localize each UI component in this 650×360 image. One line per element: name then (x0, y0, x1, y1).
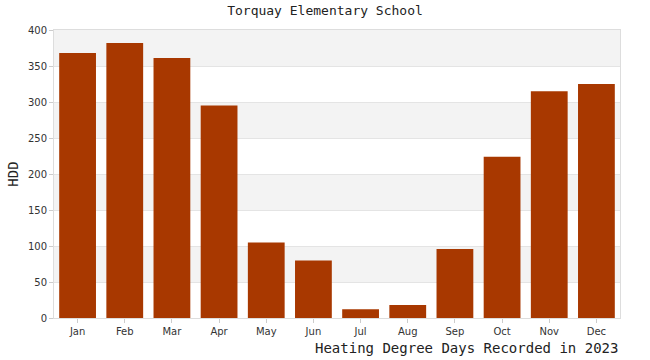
svg-text:400: 400 (28, 25, 47, 36)
svg-text:250: 250 (28, 133, 47, 144)
svg-text:Heating Degree Days Recorded i: Heating Degree Days Recorded in 2023 (315, 340, 618, 356)
svg-text:Apr: Apr (210, 326, 228, 337)
svg-text:Nov: Nov (539, 326, 559, 337)
svg-text:Torquay Elementary School: Torquay Elementary School (227, 3, 423, 18)
svg-text:Jan: Jan (69, 326, 85, 337)
svg-text:300: 300 (28, 97, 47, 108)
svg-text:350: 350 (28, 61, 47, 72)
svg-text:0: 0 (41, 313, 47, 324)
svg-text:Jun: Jun (305, 326, 322, 337)
svg-text:200: 200 (28, 169, 47, 180)
svg-text:Dec: Dec (587, 326, 606, 337)
svg-text:Oct: Oct (493, 326, 510, 337)
svg-text:May: May (256, 326, 277, 337)
svg-text:150: 150 (28, 205, 47, 216)
svg-text:Jul: Jul (354, 326, 367, 337)
svg-text:50: 50 (34, 277, 47, 288)
svg-text:Sep: Sep (445, 326, 464, 337)
svg-text:Feb: Feb (116, 326, 134, 337)
svg-text:100: 100 (28, 241, 47, 252)
svg-text:Mar: Mar (162, 326, 182, 337)
svg-text:Aug: Aug (398, 326, 418, 337)
svg-text:HDD: HDD (5, 161, 21, 186)
